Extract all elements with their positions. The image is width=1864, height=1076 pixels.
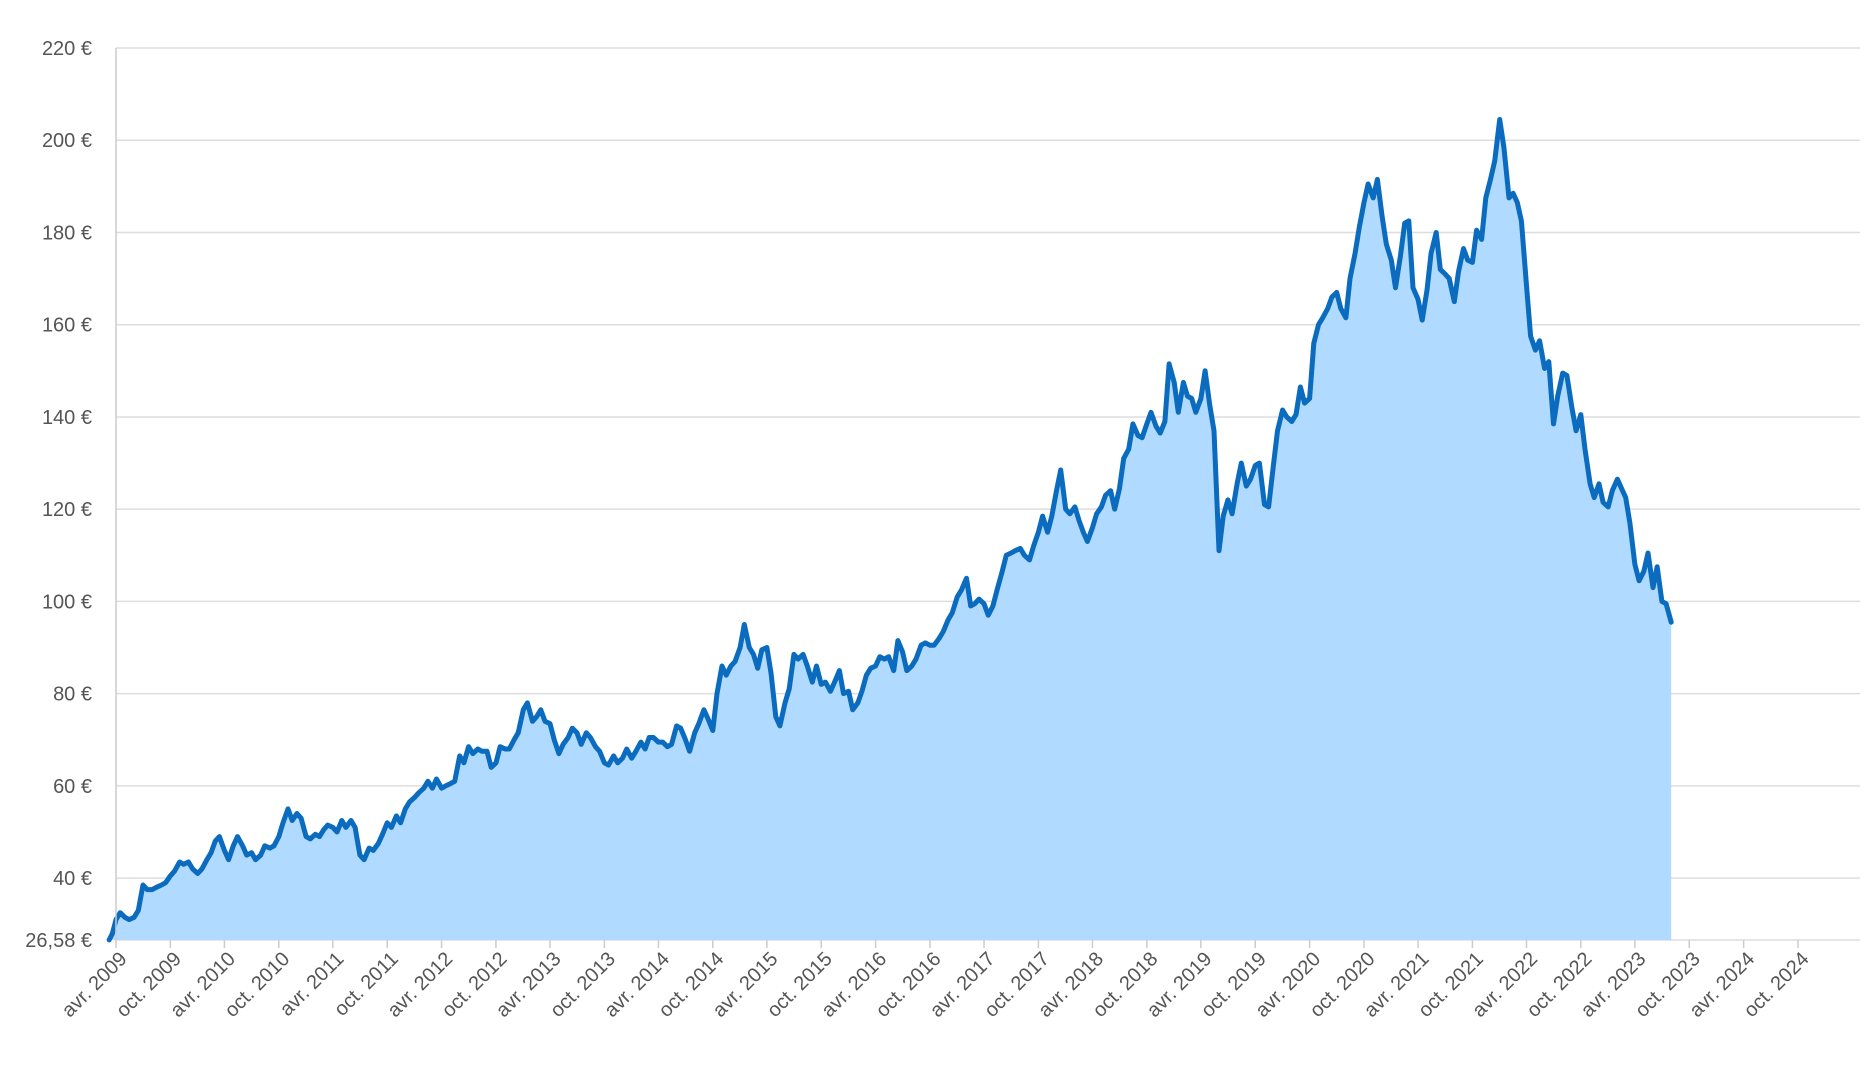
- price-line-series: [106, 117, 1674, 943]
- price-area: [109, 119, 1672, 940]
- y-axis-tick-labels: 26,58 € 40 € 60 € 80 € 100 € 120 € 140 € 160 € 1…: [25, 38, 92, 952]
- y-tick-label: 120 €: [42, 499, 92, 521]
- y-tick-label: 220 €: [42, 38, 92, 60]
- y-tick-label: 80 €: [53, 684, 92, 706]
- y-tick-label: 60 €: [53, 776, 92, 798]
- price-area-fill: [109, 119, 1672, 940]
- y-tick-label: 100 €: [42, 591, 92, 613]
- y-tick-label: 26,58 €: [25, 930, 92, 952]
- y-tick-label: 160 €: [42, 315, 92, 337]
- axes: [115, 48, 1799, 948]
- y-tick-label: 140 €: [42, 407, 92, 429]
- y-tick-label: 40 €: [53, 868, 92, 890]
- price-line: [106, 117, 1674, 943]
- y-tick-label: 200 €: [42, 130, 92, 152]
- y-tick-label: 180 €: [42, 222, 92, 244]
